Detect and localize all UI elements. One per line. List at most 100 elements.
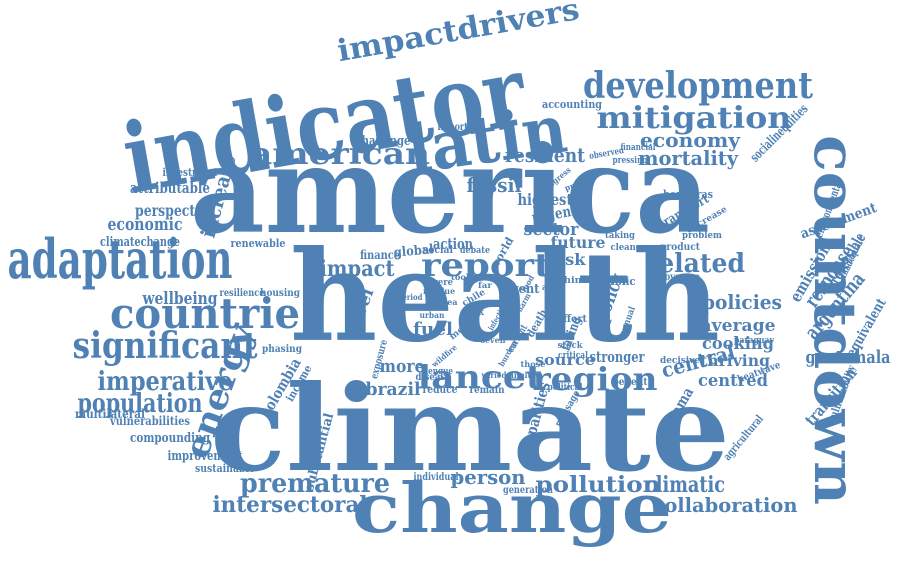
word-health: health bbox=[290, 224, 720, 370]
word-climate: climate bbox=[210, 359, 730, 498]
word-important: important bbox=[438, 122, 483, 133]
word-cooking: cooking bbox=[702, 334, 774, 354]
word-air: air bbox=[542, 283, 554, 293]
word-effort: effort bbox=[557, 314, 587, 325]
word-policies: policies bbox=[702, 290, 782, 314]
word-development: development bbox=[583, 65, 813, 107]
word-brazil: brazil bbox=[366, 379, 421, 400]
word-vulnerabilities: vulnerabilities bbox=[109, 414, 190, 428]
word-finance: finance bbox=[360, 248, 400, 262]
word-average: average bbox=[701, 316, 776, 336]
word-far: far bbox=[478, 280, 493, 290]
word-severe: severe bbox=[423, 278, 453, 288]
word-phasing: phasing bbox=[262, 344, 302, 355]
word-compounding: compounding bbox=[130, 431, 210, 446]
word-person: person bbox=[451, 465, 526, 489]
word-social: social bbox=[423, 245, 453, 256]
word-those: those bbox=[521, 359, 546, 369]
word-varied: varied bbox=[481, 370, 507, 380]
word-centred: centred bbox=[698, 371, 768, 391]
word-adaptation: adaptation bbox=[8, 227, 233, 291]
word-due: due bbox=[439, 286, 455, 296]
word-public: public bbox=[601, 275, 636, 288]
word-lancet: lancet bbox=[418, 358, 543, 396]
word-global: global bbox=[393, 242, 434, 260]
word-highest: highest bbox=[518, 190, 573, 209]
word-financial: financial bbox=[621, 143, 656, 153]
word-sustainable: sustainable bbox=[195, 462, 255, 475]
word-fuel: fuel bbox=[413, 319, 453, 340]
word-perspective: perspective bbox=[135, 201, 215, 220]
word-more: more bbox=[380, 356, 425, 377]
word-coverage: coverage bbox=[660, 272, 700, 283]
word-economy: economy bbox=[640, 128, 741, 152]
word-attributable: attributable bbox=[130, 179, 210, 197]
word-political: political bbox=[548, 383, 583, 393]
word-climatechange: climatechange bbox=[100, 235, 180, 250]
word-urban: urban bbox=[420, 310, 445, 320]
word-pressing: pressing bbox=[613, 156, 649, 166]
word-report: report bbox=[421, 246, 551, 284]
word-problem: problem bbox=[682, 231, 722, 241]
word-lack: lack bbox=[464, 308, 485, 318]
word-accounting: accounting bbox=[542, 98, 602, 111]
word-china: china bbox=[558, 276, 588, 286]
word-sea: sea bbox=[443, 297, 458, 307]
word-impact: impact bbox=[320, 256, 396, 282]
word-risk: risk bbox=[551, 250, 587, 269]
word-cleaner: cleaner bbox=[611, 243, 646, 253]
word-climatic: climatic bbox=[645, 472, 725, 498]
word-paraguay: paraguay bbox=[734, 336, 775, 346]
word-honduras: honduras bbox=[663, 188, 713, 201]
word-change: change bbox=[352, 469, 672, 549]
word-taking: taking bbox=[605, 231, 636, 241]
word-action: action bbox=[433, 235, 473, 253]
word-event: event bbox=[505, 282, 540, 297]
word-critical: critical bbox=[558, 351, 588, 361]
word-benefit: benefit bbox=[613, 377, 648, 388]
word-related: related bbox=[645, 249, 745, 279]
word-seven: seven bbox=[481, 335, 506, 345]
word-economic: economic bbox=[108, 214, 183, 235]
word-new: new bbox=[423, 286, 442, 296]
word-disease: disease bbox=[416, 372, 451, 383]
word-population: population bbox=[78, 389, 203, 419]
word-source: source bbox=[535, 351, 595, 369]
word-individual: individual bbox=[414, 472, 459, 483]
word-challenge: challenge bbox=[356, 134, 411, 149]
word-renewable: renewable bbox=[231, 237, 286, 250]
word-decisive: decisive bbox=[660, 356, 700, 366]
word-significant: significant bbox=[73, 325, 258, 367]
word-american: american bbox=[250, 137, 430, 172]
word-generation: generation bbox=[503, 485, 554, 496]
word-mitigation: mitigation bbox=[597, 101, 792, 136]
word-debate: debate bbox=[460, 246, 490, 256]
word-investment: investment bbox=[163, 166, 219, 179]
word-remain: remain bbox=[470, 385, 506, 396]
word-countrie: countrie bbox=[110, 289, 300, 338]
word-resilience: resilience bbox=[220, 288, 265, 299]
word-america: america bbox=[190, 120, 710, 261]
word-region: region bbox=[533, 360, 658, 398]
word-tool: tool bbox=[451, 272, 469, 282]
word-dengue: dengue bbox=[423, 367, 453, 377]
word-collaboration: collaboration bbox=[653, 493, 798, 517]
word-stronger: stronger bbox=[590, 348, 646, 366]
word-stock: stock bbox=[558, 341, 584, 351]
word-multilateral: multilateral bbox=[75, 407, 145, 421]
word-wellbeing: wellbeing bbox=[142, 289, 218, 309]
word-resilient: resilient bbox=[505, 143, 586, 167]
word-product: product bbox=[660, 242, 700, 253]
word-fossil: fossil bbox=[467, 173, 522, 197]
word-future: future bbox=[551, 233, 606, 252]
word-period: period bbox=[398, 292, 423, 302]
word-improvement: improvement bbox=[168, 449, 243, 464]
word-limited: limited bbox=[511, 370, 541, 380]
word-reduce: reduce bbox=[423, 383, 458, 396]
word-guatemala: guatemala bbox=[806, 347, 891, 368]
word-premature: premature bbox=[240, 469, 390, 499]
word-housing: housing bbox=[260, 288, 300, 299]
word-sector: sector bbox=[524, 219, 579, 240]
